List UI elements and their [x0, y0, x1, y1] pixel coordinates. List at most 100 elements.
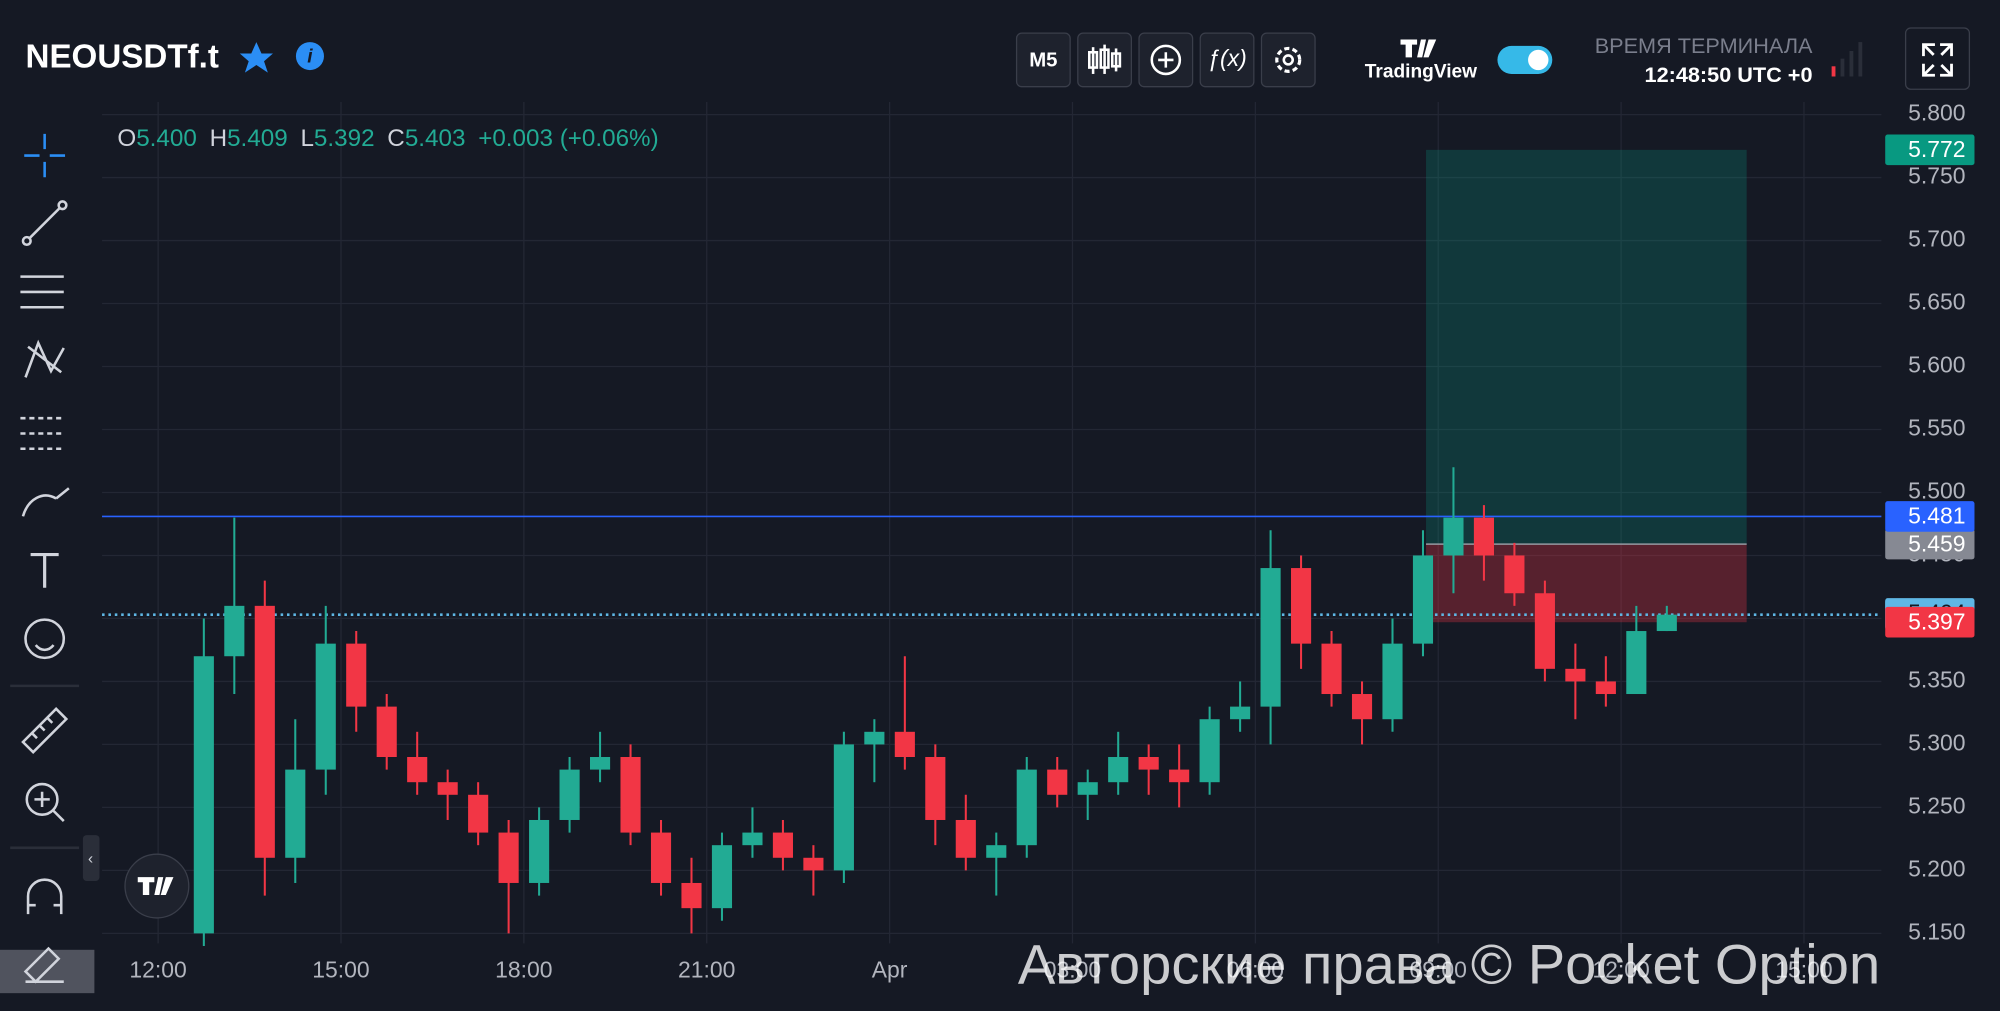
candle-body: [1443, 517, 1464, 556]
candle-body: [1595, 681, 1616, 695]
candle-body: [650, 832, 672, 883]
pattern-tool[interactable]: [24, 339, 65, 378]
price-tag: [1885, 501, 1975, 532]
candle-body: [559, 769, 580, 820]
candle-body: [1199, 719, 1220, 783]
ohlc-item: L: [300, 126, 313, 153]
indicators-button[interactable]: [1199, 32, 1255, 88]
crosshair-tool[interactable]: [24, 133, 66, 178]
fullscreen-button[interactable]: [1904, 27, 1971, 90]
fullscreen-icon: [1922, 43, 1953, 77]
candles-icon: [1088, 44, 1122, 74]
price-tag: [1885, 606, 1975, 638]
price-tag-label: 5.481: [1908, 503, 1965, 529]
brush-tool[interactable]: [21, 487, 70, 517]
candle-body: [529, 819, 550, 883]
x-tick-label: 03:00: [1044, 957, 1101, 983]
magnet-tool[interactable]: [26, 878, 63, 915]
clock: 12:48:50 UTC +0: [1645, 62, 1813, 87]
candle-body: [498, 832, 519, 883]
candle-body: [1504, 555, 1525, 594]
y-tick-label: 5.200: [1908, 855, 1965, 881]
price-tag-label: 5.772: [1908, 136, 1965, 162]
candle-body: [376, 706, 397, 758]
candle-body: [986, 845, 1007, 858]
candle-body: [468, 794, 489, 833]
ohlc-item: 5.392: [314, 126, 375, 153]
toggle-knob: [1528, 49, 1549, 71]
zoom-tool[interactable]: [25, 782, 59, 816]
plot: 12:00 15:00 18:00 21:00 Apr 03:00 06:00 09:00 12…: [102, 100, 1975, 983]
candle-body: [193, 656, 214, 934]
signal-icon: [1831, 42, 1863, 77]
candle-body: [1077, 782, 1098, 795]
candle-body: [437, 782, 458, 795]
candle-body: [1291, 568, 1312, 644]
ohlc-item: O: [117, 126, 136, 153]
x-tick-label: 09:00: [1410, 957, 1467, 983]
candle-body: [955, 819, 976, 858]
candle-body: [224, 605, 245, 657]
candle-body: [407, 757, 428, 783]
ohlc-item: 5.400: [136, 126, 197, 153]
candle-body: [285, 769, 306, 858]
x-tick-label: 21:00: [678, 957, 735, 983]
price-tag: [1885, 528, 1975, 560]
candle-body: [1108, 757, 1129, 783]
fib-tool[interactable]: [20, 275, 64, 309]
candle-body: [925, 757, 946, 820]
candle-body: [315, 643, 336, 770]
trendline-tool[interactable]: [25, 204, 64, 242]
candle-body: [894, 731, 915, 758]
candle-body: [1016, 769, 1037, 846]
y-tick-label: 5.700: [1908, 226, 1965, 252]
candle-body: [833, 744, 854, 871]
brand: TradingView: [1365, 62, 1477, 83]
favorite-star[interactable]: [239, 42, 273, 73]
clock-label: ВРЕМЯ ТЕРМИНАЛА: [1595, 33, 1813, 58]
candle-body: [1412, 555, 1434, 644]
candle-body: [1138, 757, 1159, 770]
candle-body: [1656, 614, 1677, 632]
candle-body: [590, 757, 611, 770]
price-tag: [1885, 134, 1975, 166]
text-tool[interactable]: [30, 552, 59, 588]
candle-body: [803, 857, 824, 871]
stop-zone: [1426, 544, 1747, 623]
ohlc-legend: O5.400 H5.409 L5.392 C5.403 +0.003 (+0.06%): [117, 126, 658, 153]
add-icon: [1150, 44, 1182, 76]
x-tick-label: 18:00: [495, 957, 552, 983]
ohlc-item: H: [210, 126, 228, 153]
emoji-tool[interactable]: [24, 618, 66, 660]
x-tick-label: Apr: [872, 957, 908, 983]
candle-body: [346, 643, 367, 707]
candle-body: [711, 845, 733, 909]
price-tag-label: 5.397: [1908, 609, 1965, 635]
candle-body: [681, 882, 702, 909]
info-icon[interactable]: [295, 42, 324, 71]
candle-body: [254, 605, 275, 858]
timeframe-button[interactable]: [1015, 32, 1071, 88]
drawing-toolbar: [10, 133, 80, 915]
prediction-tool[interactable]: [20, 416, 64, 451]
indicators-icon: ƒ(x): [1207, 45, 1247, 71]
tv-badge-logo: [137, 877, 174, 895]
y-tick-label: 5.750: [1908, 163, 1965, 189]
candle-body: [620, 757, 641, 833]
y-tick-label: 5.500: [1908, 478, 1965, 504]
ruler-tool[interactable]: [21, 707, 69, 754]
x-tick-label: 15:00: [1775, 957, 1832, 983]
price-tag-label: 5.459: [1908, 530, 1965, 556]
candle-body: [1534, 593, 1555, 669]
target-zone: [1426, 149, 1747, 545]
collapse-toolbar[interactable]: [82, 835, 100, 881]
y-tick-label: 5.350: [1908, 666, 1965, 692]
settings-gear: [1275, 46, 1302, 73]
symbol[interactable]: NEOUSDTf.t: [26, 38, 219, 75]
tradingview-logo: [1400, 39, 1437, 58]
settings-button[interactable]: [1260, 32, 1316, 88]
x-tick-label: 12:00: [129, 957, 186, 983]
